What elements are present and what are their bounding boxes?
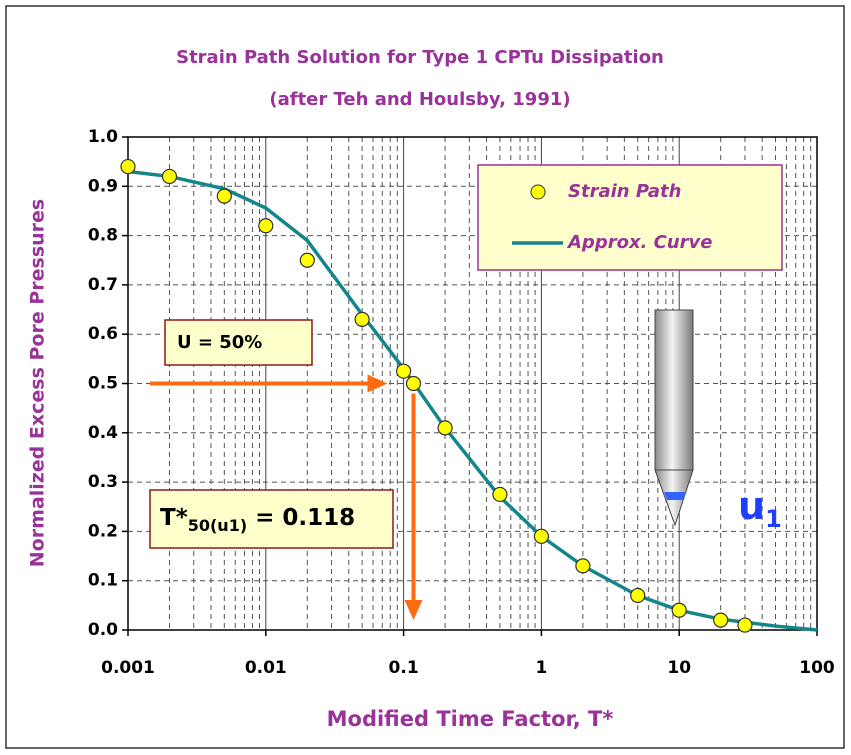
point: [405, 375, 422, 392]
y-tick-label: 0.3: [88, 472, 118, 492]
probe-filter: [664, 492, 686, 500]
y-tick-label: 0.7: [88, 275, 118, 295]
frame: [5, 5, 845, 749]
x-axis-label: Modified Time Factor, T*: [327, 707, 614, 731]
chart-title: Strain Path Solution for Type 1 CPTu Dis…: [176, 47, 664, 68]
x-tick-label: 10: [667, 658, 691, 678]
probe-body: [654, 309, 694, 471]
curve: [127, 169, 818, 632]
x-tick-label: 100: [799, 658, 835, 678]
y-axis-label: Normalized Excess Pore Pressures: [27, 199, 49, 568]
probe-label-sub: 1: [765, 505, 782, 533]
y-tick-label: 0.2: [88, 521, 118, 541]
x-tick-label: 1: [535, 658, 547, 678]
probe-label-main: u: [738, 484, 765, 528]
point: [737, 617, 753, 633]
y-tick-label: 0.8: [88, 226, 118, 246]
probe-label: u1: [738, 484, 782, 534]
y-tick-label: 0.6: [88, 324, 118, 344]
point: [713, 612, 729, 628]
annotation-t50-main: T*: [160, 505, 188, 531]
legend-box: [477, 164, 783, 271]
point: [354, 311, 370, 328]
legend-marker: [530, 184, 546, 200]
arrow-vertical-head: [404, 600, 423, 620]
y-tick-label: 0.0: [88, 620, 118, 640]
probe-icon: [654, 309, 694, 527]
x-tick-label: 0.01: [245, 658, 287, 678]
annotation-t50-rest: = 0.118: [247, 505, 355, 531]
chart-subtitle: (after Teh and Houlsby, 1991): [269, 89, 570, 110]
legend-label: Strain Path: [568, 181, 681, 202]
plot-area: 0.0 0.1 0.2 0.3 0.4 0.5 0.6 0.7 0.8 0.9 1.0 0.001 0.…: [88, 127, 835, 678]
point: [258, 218, 274, 234]
y-tick-label: 0.1: [88, 571, 118, 591]
x-tick-label: 0.001: [101, 658, 155, 678]
point: [396, 363, 412, 379]
annotation-t50-sub: 50(u1): [188, 516, 247, 535]
point: [437, 420, 453, 436]
point: [120, 158, 136, 175]
arrow-horizontal-head: [367, 374, 388, 393]
point: [161, 168, 178, 185]
point: [533, 528, 550, 544]
y-tick-label: 1.0: [88, 127, 118, 147]
annotation-u50: U = 50%: [177, 332, 262, 353]
point: [575, 558, 591, 574]
point: [299, 252, 315, 268]
point: [671, 602, 687, 618]
annotation-t50: T*50(u1) = 0.118: [160, 505, 355, 535]
plot-border: [127, 136, 818, 631]
annotation-box: [149, 489, 394, 549]
point: [630, 587, 646, 604]
point: [492, 486, 508, 503]
legend-label: Approx. Curve: [566, 232, 713, 253]
y-tick-label: 0.4: [88, 423, 118, 443]
y-tick-label: 0.9: [88, 176, 118, 196]
point: [216, 188, 232, 204]
x-tick-label: 0.1: [389, 658, 419, 678]
annotation-box: [164, 319, 313, 366]
y-tick-label: 0.5: [88, 374, 118, 394]
